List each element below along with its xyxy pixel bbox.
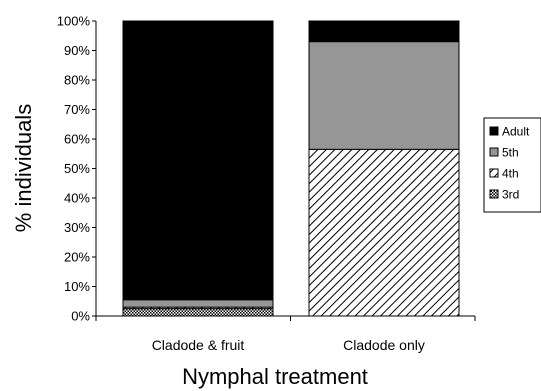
bar-segment-4th-2	[308, 148, 460, 317]
bar-segment-adult-2	[308, 20, 460, 43]
y-tick-label: 60%	[64, 132, 90, 147]
bar-segment-5th-1	[122, 299, 274, 308]
y-tick-label: 20%	[64, 250, 90, 265]
y-tick-label: 30%	[64, 220, 90, 235]
legend-swatch-3rd	[489, 189, 499, 199]
y-tick-label: 50%	[64, 161, 90, 176]
bar-segment-adult-1	[122, 20, 274, 301]
bar-segment-3rd-1	[122, 308, 274, 317]
legend-swatch-adult	[489, 126, 499, 136]
y-axis-title: % individuals	[11, 104, 36, 232]
legend-swatch-4th	[489, 168, 499, 178]
legend-label-3rd: 3rd	[502, 188, 519, 202]
y-tick-label: 40%	[64, 191, 90, 206]
x-axis-title: Nymphal treatment	[182, 364, 368, 389]
legend-label-5th: 5th	[502, 146, 519, 160]
y-tick-label: 100%	[57, 14, 91, 29]
legend-label-4th: 4th	[502, 167, 519, 181]
y-tick-label: 90%	[64, 43, 90, 58]
y-tick-label: 70%	[64, 102, 90, 117]
y-tick-label: 10%	[64, 279, 90, 294]
y-tick-label: 80%	[64, 73, 90, 88]
legend-swatch-5th	[489, 147, 499, 157]
y-tick-label: 0%	[71, 309, 90, 324]
bar-segment-5th-2	[308, 41, 460, 150]
x-tick-label: Cladode & fruit	[152, 337, 245, 353]
legend: Adult 5th 4th 3rd	[483, 117, 541, 213]
legend-label-adult: Adult	[502, 125, 530, 139]
x-tick-label: Cladode only	[343, 337, 425, 353]
